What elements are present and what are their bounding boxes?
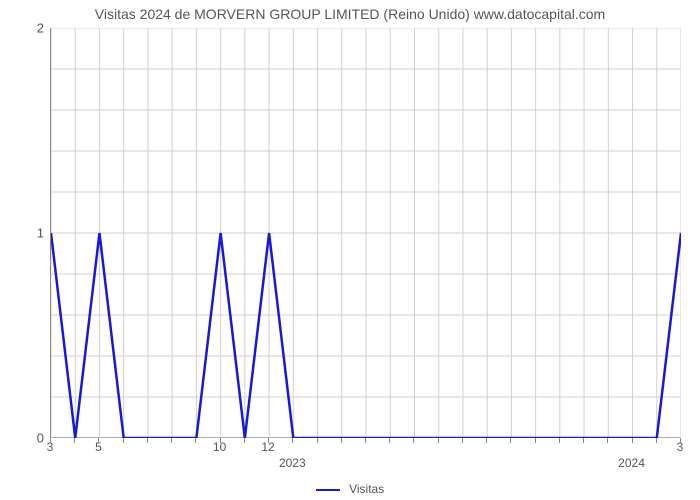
chart-container: Visitas 2024 de MORVERN GROUP LIMITED (R… xyxy=(0,0,700,500)
y-tick-label: 2 xyxy=(4,21,44,36)
x-tickmark xyxy=(413,438,414,443)
x-tickmark xyxy=(365,438,366,443)
legend-swatch xyxy=(316,489,340,491)
plot-area xyxy=(50,28,680,438)
legend: Visitas xyxy=(0,482,700,496)
legend-label: Visitas xyxy=(349,482,384,496)
x-tickmark xyxy=(462,438,463,443)
x-tickmark xyxy=(486,438,487,443)
x-tickmark xyxy=(244,438,245,443)
x-tickmark xyxy=(656,438,657,443)
x-tickmark xyxy=(317,438,318,443)
x-tickmark xyxy=(147,438,148,443)
x-tickmark xyxy=(171,438,172,443)
x-tickmark xyxy=(50,438,51,443)
plot-svg xyxy=(51,28,681,438)
x-tickmark xyxy=(535,438,536,443)
x-tickmark xyxy=(607,438,608,443)
x-tickmark xyxy=(559,438,560,443)
x-tickmark xyxy=(195,438,196,443)
y-tick-label: 0 xyxy=(4,431,44,446)
x-tickmark xyxy=(510,438,511,443)
x-tickmark xyxy=(583,438,584,443)
x-tickmark xyxy=(680,438,681,443)
x-tickmark xyxy=(389,438,390,443)
x-tickmark xyxy=(98,438,99,443)
x-tickmark xyxy=(292,438,293,443)
x-tickmark xyxy=(123,438,124,443)
x-tickmark xyxy=(268,438,269,443)
x-secondary-label: 2024 xyxy=(618,456,645,470)
x-tickmark xyxy=(438,438,439,443)
x-secondary-label: 2023 xyxy=(279,456,306,470)
y-tick-label: 1 xyxy=(4,226,44,241)
gridlines xyxy=(51,28,681,438)
x-tickmark xyxy=(632,438,633,443)
x-tickmark xyxy=(74,438,75,443)
x-tickmark xyxy=(341,438,342,443)
chart-title: Visitas 2024 de MORVERN GROUP LIMITED (R… xyxy=(0,6,700,22)
x-tickmark xyxy=(220,438,221,443)
